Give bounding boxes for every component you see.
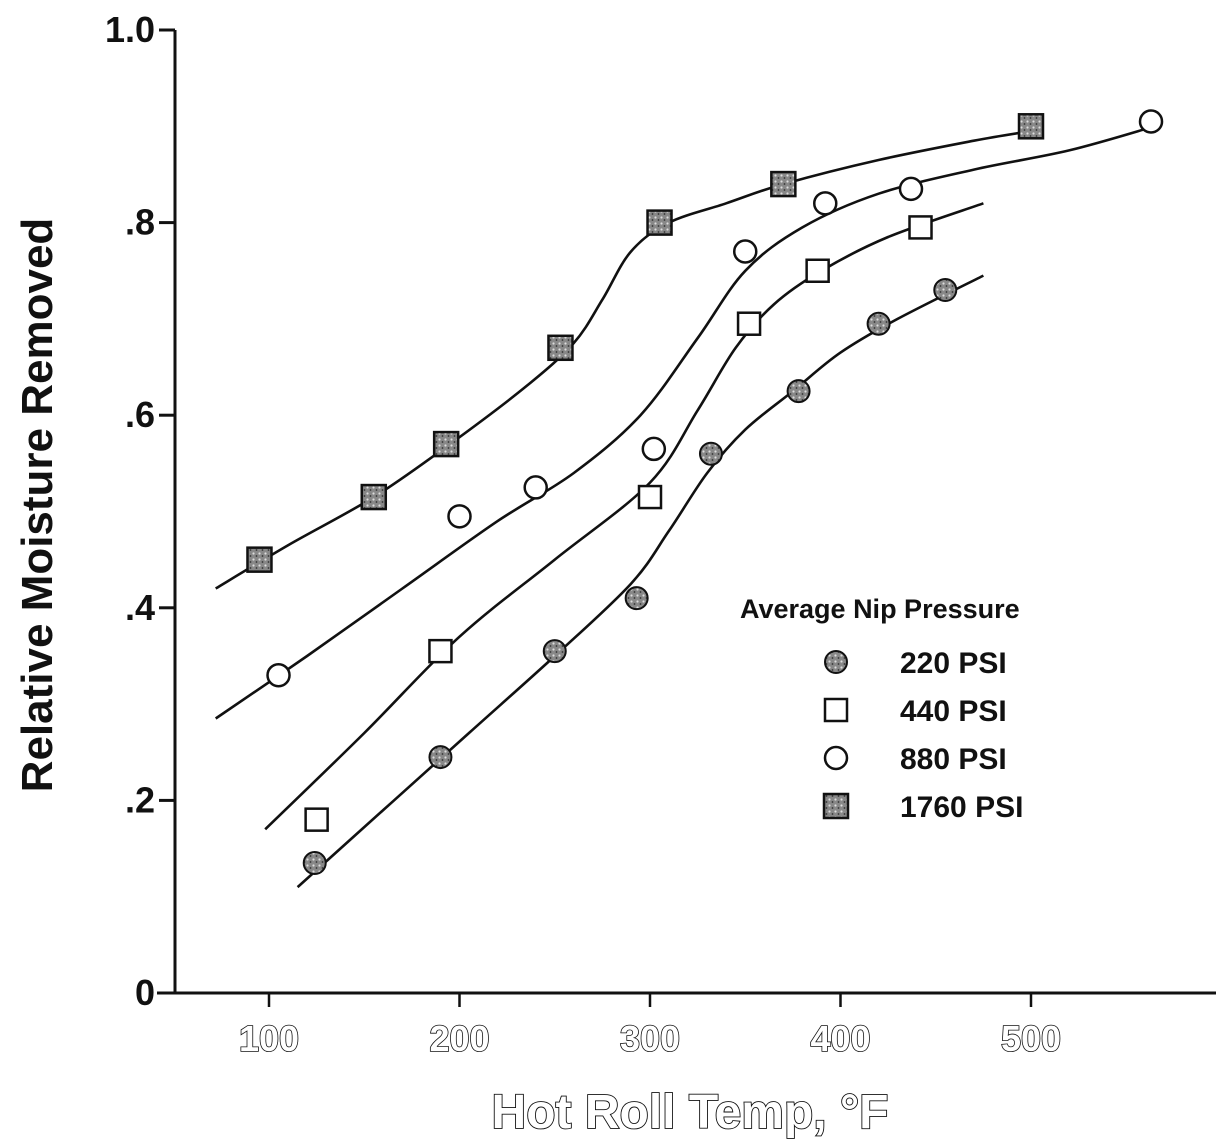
data-point-880-psi [898, 176, 924, 202]
data-point-440-psi [805, 258, 830, 283]
fit-curve-880-psi [214, 125, 1156, 720]
data-point-1760-psi [646, 209, 673, 236]
legend-marker-1760-psi [822, 792, 850, 820]
y-tick-label: .6 [125, 394, 155, 435]
legend-label-220-psi: 220 PSI [900, 647, 1007, 680]
x-tick-label: 200 [429, 1018, 489, 1059]
data-point-220-psi [786, 379, 811, 404]
legend-marker-220-psi [824, 650, 848, 674]
x-tick-label: 400 [810, 1018, 870, 1059]
data-points [246, 109, 1164, 875]
x-axis-title: Hot Roll Temp, °F [492, 1086, 889, 1139]
y-ticks: 0 .2 .4 .6 .8 1.0 [105, 9, 175, 1013]
legend-label-1760-psi: 1760 PSI [900, 791, 1023, 824]
legend-item-220-psi: 220 PSI [824, 647, 1007, 680]
data-point-220-psi [624, 586, 649, 611]
data-point-1760-psi [547, 334, 574, 362]
data-point-880-psi [641, 436, 667, 462]
data-point-220-psi [302, 850, 327, 875]
legend-marker-440-psi [823, 697, 849, 723]
data-point-220-psi [428, 745, 453, 770]
data-point-1760-psi [432, 430, 460, 458]
y-tick-label: .8 [125, 202, 155, 243]
legend: Average Nip Pressure 220 PSI 440 PSI 880 P… [740, 594, 1023, 824]
data-point-440-psi [908, 215, 933, 240]
fit-curves [214, 125, 1156, 889]
fit-curve-220-psi [296, 274, 984, 889]
data-point-880-psi [523, 475, 548, 500]
x-tick-label: 500 [1001, 1018, 1061, 1059]
legend-label-440-psi: 440 PSI [900, 695, 1007, 728]
axes [157, 30, 1216, 995]
y-tick-label: .4 [125, 587, 155, 628]
legend-item-1760-psi: 1760 PSI [822, 791, 1023, 824]
data-point-220-psi [698, 441, 723, 466]
x-ticks: 100 200 300 400 500 [238, 993, 1062, 1060]
data-point-220-psi [542, 639, 567, 664]
data-point-880-psi [733, 239, 758, 264]
x-tick-label: 100 [239, 1018, 299, 1059]
data-point-220-psi [866, 311, 891, 336]
x-tick-label: 300 [620, 1018, 680, 1059]
legend-items: 220 PSI 440 PSI 880 PSI 1760 PSI [822, 647, 1023, 824]
legend-label-880-psi: 880 PSI [900, 743, 1007, 776]
fit-curve-440-psi [264, 202, 984, 831]
data-point-440-psi [304, 807, 329, 832]
data-point-440-psi [637, 484, 663, 510]
data-point-880-psi [447, 504, 472, 529]
y-axis-title: Relative Moisture Removed [13, 218, 62, 793]
legend-item-880-psi: 880 PSI [823, 743, 1007, 776]
data-point-880-psi [1138, 109, 1164, 134]
legend-item-440-psi: 440 PSI [823, 695, 1007, 728]
y-tick-label: .2 [125, 779, 155, 820]
data-point-1760-psi [770, 170, 797, 198]
data-point-220-psi [933, 278, 958, 303]
legend-marker-880-psi [823, 745, 849, 771]
y-tick-label: 0 [135, 972, 155, 1013]
data-point-1760-psi [246, 546, 273, 573]
data-point-880-psi [813, 191, 838, 216]
legend-title: Average Nip Pressure [740, 594, 1020, 624]
data-point-880-psi [266, 662, 291, 688]
data-point-1760-psi [360, 483, 388, 511]
data-point-1760-psi [1017, 113, 1045, 140]
y-tick-label: 1.0 [105, 9, 155, 50]
data-point-440-psi [736, 311, 762, 336]
data-point-440-psi [428, 638, 453, 664]
